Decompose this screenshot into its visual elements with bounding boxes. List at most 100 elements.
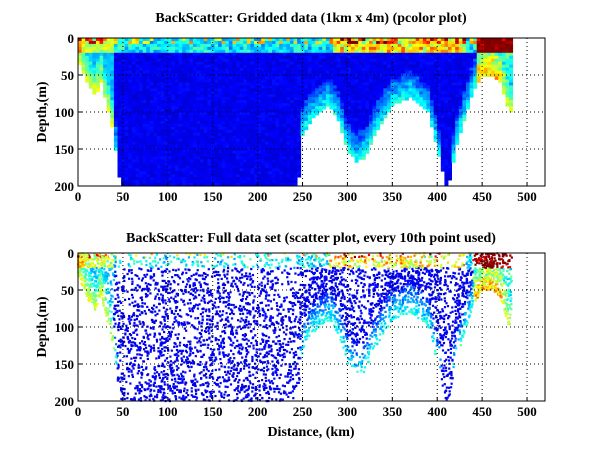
scatter-point <box>200 345 202 347</box>
heatmap-cell <box>312 47 316 50</box>
heatmap-cell <box>150 38 154 41</box>
heatmap-cell <box>297 44 301 47</box>
heatmap-cell <box>376 76 380 79</box>
heatmap-cell <box>351 76 355 79</box>
heatmap-cell <box>304 118 308 121</box>
heatmap-cell <box>304 71 308 74</box>
heatmap-cell <box>484 62 488 65</box>
heatmap-cell <box>240 94 244 97</box>
heatmap-cell <box>412 97 416 100</box>
heatmap-cell <box>232 171 236 174</box>
heatmap-cell <box>351 118 355 121</box>
heatmap-cell <box>92 71 96 74</box>
heatmap-cell <box>272 91 276 94</box>
heatmap-cell <box>358 121 362 124</box>
heatmap-cell <box>197 171 201 174</box>
heatmap-cell <box>297 148 301 151</box>
heatmap-cell <box>376 82 380 85</box>
heatmap-cell <box>444 91 448 94</box>
heatmap-cell <box>175 53 179 56</box>
heatmap-cell <box>505 47 509 50</box>
heatmap-cell <box>247 59 251 62</box>
heatmap-cell <box>240 145 244 148</box>
heatmap-cell <box>218 174 222 177</box>
heatmap-cell <box>146 106 150 109</box>
heatmap-cell <box>319 76 323 79</box>
heatmap-cell <box>157 162 161 165</box>
heatmap-cell <box>452 133 456 136</box>
heatmap-cell <box>207 41 211 44</box>
heatmap-cell <box>222 79 226 82</box>
heatmap-cell <box>189 50 193 53</box>
heatmap-cell <box>304 127 308 130</box>
heatmap-cell <box>355 127 359 130</box>
heatmap-cell <box>175 44 179 47</box>
heatmap-cell <box>416 41 420 44</box>
heatmap-cell <box>182 118 186 121</box>
heatmap-cell <box>207 174 211 177</box>
heatmap-cell <box>380 91 384 94</box>
heatmap-cell <box>502 47 506 50</box>
heatmap-cell <box>383 82 387 85</box>
heatmap-cell <box>286 159 290 162</box>
heatmap-cell <box>121 168 125 171</box>
heatmap-cell <box>157 74 161 77</box>
heatmap-cell <box>146 94 150 97</box>
heatmap-cell <box>222 168 226 171</box>
heatmap-cell <box>132 130 136 133</box>
heatmap-cell <box>283 145 287 148</box>
heatmap-cell <box>179 106 183 109</box>
heatmap-cell <box>207 76 211 79</box>
heatmap-cell <box>218 118 222 121</box>
heatmap-cell <box>175 71 179 74</box>
heatmap-cell <box>294 130 298 133</box>
heatmap-cell <box>279 118 283 121</box>
heatmap-cell <box>150 44 154 47</box>
heatmap-cell <box>502 53 506 56</box>
heatmap-cell <box>294 97 298 100</box>
heatmap-cell <box>355 38 359 41</box>
heatmap-cell <box>416 74 420 77</box>
heatmap-cell <box>89 50 93 53</box>
heatmap-cell <box>452 100 456 103</box>
heatmap-cell <box>204 76 208 79</box>
heatmap-cell <box>294 94 298 97</box>
heatmap-cell <box>477 71 481 74</box>
heatmap-cell <box>473 76 477 79</box>
heatmap-cell <box>258 82 262 85</box>
heatmap-cell <box>369 133 373 136</box>
heatmap-cell <box>355 156 359 159</box>
heatmap-cell <box>405 59 409 62</box>
heatmap-cell <box>229 44 233 47</box>
heatmap-cell <box>182 53 186 56</box>
heatmap-cell <box>466 88 470 91</box>
heatmap-cell <box>225 88 229 91</box>
heatmap-cell <box>319 41 323 44</box>
heatmap-cell <box>128 97 132 100</box>
heatmap-cell <box>437 82 441 85</box>
heatmap-cell <box>491 62 495 65</box>
heatmap-cell <box>437 139 441 142</box>
heatmap-cell <box>462 62 466 65</box>
heatmap-cell <box>276 150 280 153</box>
heatmap-cell <box>247 62 251 65</box>
heatmap-cell <box>394 41 398 44</box>
heatmap-cell <box>419 79 423 82</box>
heatmap-cell <box>197 94 201 97</box>
x-tick-label: 400 <box>427 189 447 204</box>
heatmap-cell <box>466 62 470 65</box>
heatmap-cell <box>175 91 179 94</box>
heatmap-cell <box>448 124 452 127</box>
heatmap-cell <box>358 145 362 148</box>
heatmap-cell <box>441 94 445 97</box>
heatmap-cell <box>347 127 351 130</box>
heatmap-cell <box>355 79 359 82</box>
heatmap-cell <box>387 106 391 109</box>
heatmap-cell <box>509 38 513 41</box>
heatmap-cell <box>218 88 222 91</box>
heatmap-cell <box>505 100 509 103</box>
heatmap-cell <box>143 68 147 71</box>
heatmap-cell <box>171 103 175 106</box>
heatmap-cell <box>161 118 165 121</box>
heatmap-cell <box>200 153 204 156</box>
